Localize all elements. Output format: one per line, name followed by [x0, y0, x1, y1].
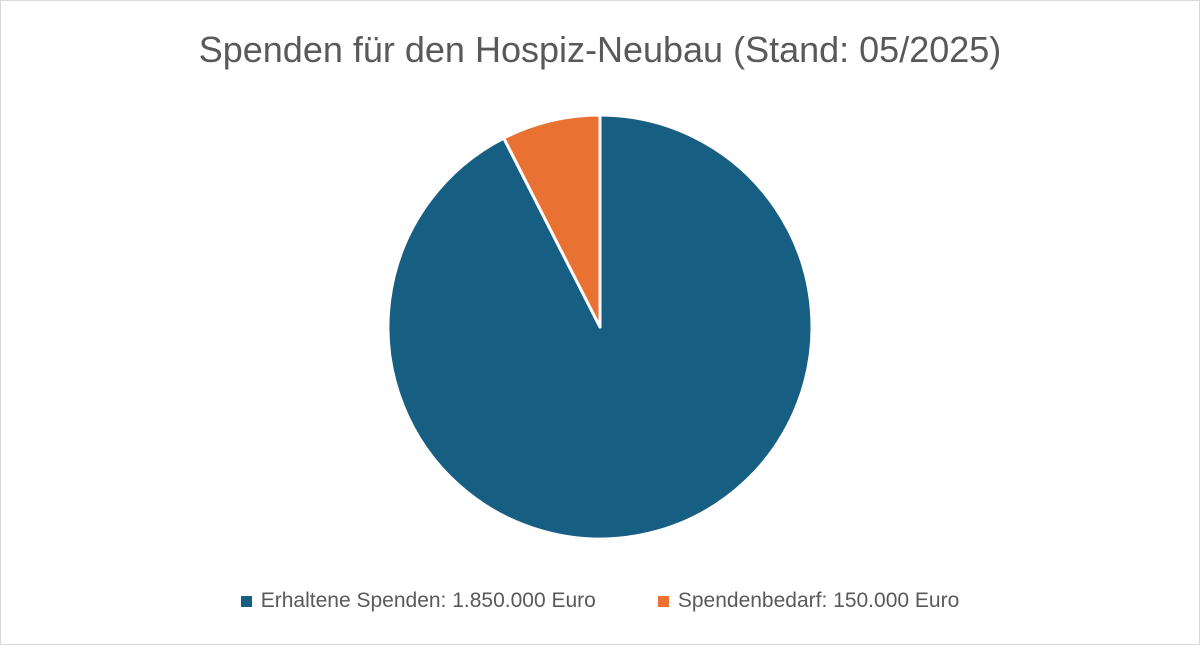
legend-swatch-needed: [657, 595, 669, 607]
legend-item-needed: Spendenbedarf: 150.000 Euro: [657, 589, 960, 613]
legend-label-received: Erhaltene Spenden: 1.850.000 Euro: [260, 589, 596, 612]
legend-swatch-received: [240, 595, 252, 607]
chart-title: Spenden für den Hospiz-Neubau (Stand: 05…: [198, 29, 1002, 70]
pie-slice-needed: [502, 113, 602, 329]
legend-item-received: Erhaltene Spenden: 1.850.000 Euro: [240, 589, 596, 613]
legend: Erhaltene Spenden: 1.850.000 Euro Spende…: [1, 589, 1199, 613]
legend-label-needed: Spendenbedarf: 150.000 Euro: [677, 589, 960, 612]
